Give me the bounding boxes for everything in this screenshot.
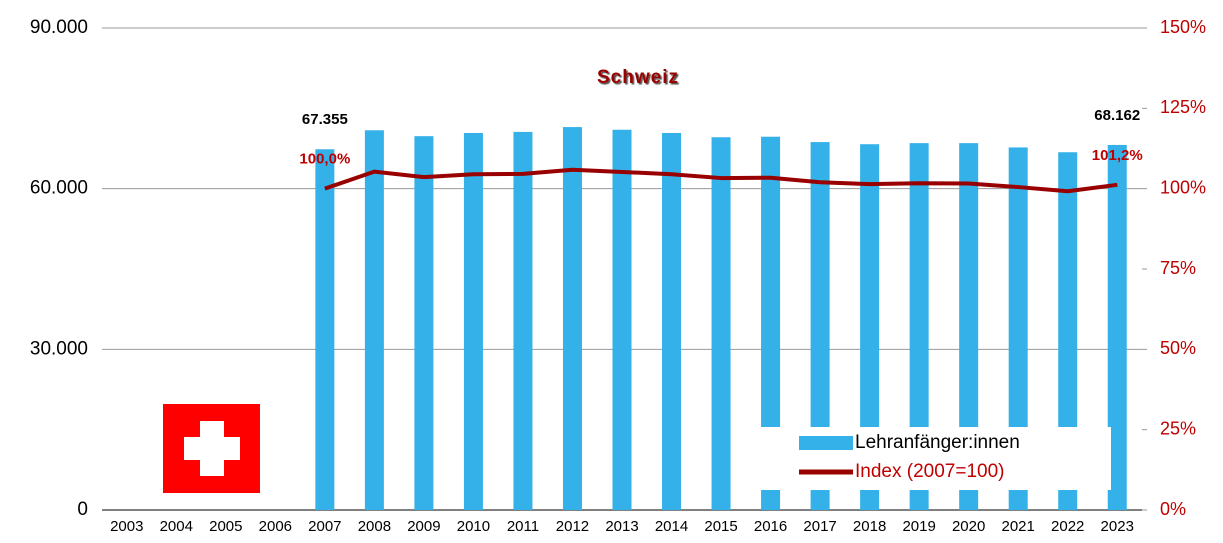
x-tick-label: 2004 xyxy=(160,518,193,535)
bar xyxy=(1107,144,1127,510)
data-label: 68.162 xyxy=(1094,107,1140,124)
y-tick-label: 90.000 xyxy=(30,17,88,38)
bar xyxy=(513,131,533,511)
x-tick-label: 2015 xyxy=(704,518,737,535)
bar xyxy=(1008,147,1028,510)
x-tick-label: 2011 xyxy=(507,518,539,535)
x-tick-label: 2005 xyxy=(209,518,242,535)
bar xyxy=(463,132,483,511)
bar xyxy=(1058,152,1078,510)
data-label: 67.355 xyxy=(302,111,348,128)
legend-label: Index (2007=100) xyxy=(855,461,1004,482)
y-tick-label: 60.000 xyxy=(30,178,88,199)
y2-tick-label: 25% xyxy=(1160,418,1196,438)
bar xyxy=(909,143,929,510)
y2-tick-label: 150% xyxy=(1160,17,1206,37)
y2-tick-label: 100% xyxy=(1160,177,1206,197)
bar xyxy=(612,129,632,510)
x-tick-label: 2017 xyxy=(803,518,836,535)
bar xyxy=(364,130,384,510)
line xyxy=(324,167,1118,194)
legend: Lehranfänger:innen Index (2007=100) xyxy=(746,427,1111,490)
y2-tick-label: 0% xyxy=(1160,499,1186,519)
x-tick-label: 2022 xyxy=(1051,518,1084,535)
flag xyxy=(163,404,260,493)
x-tick-label: 2014 xyxy=(655,518,688,535)
x-tick-label: 2018 xyxy=(853,518,886,535)
bar xyxy=(662,132,682,511)
y2-tick-label: 125% xyxy=(1160,97,1206,117)
x-tick-label: 2008 xyxy=(358,518,391,535)
bar xyxy=(810,142,830,510)
bar xyxy=(761,136,781,510)
chart-title: Schweiz xyxy=(597,67,679,88)
bar xyxy=(959,143,979,510)
bar xyxy=(315,149,335,510)
x-tick-label: 2007 xyxy=(308,518,341,535)
x-tick-label: 2006 xyxy=(259,518,292,535)
x-tick-label: 2013 xyxy=(605,518,638,535)
bar xyxy=(562,127,582,511)
x-tick-label: 2009 xyxy=(407,518,440,535)
bar xyxy=(711,137,731,510)
y2-tick-label: 50% xyxy=(1160,338,1196,358)
y-tick-label: 30.000 xyxy=(30,338,88,359)
data-label: 101,2% xyxy=(1092,147,1143,164)
y-tick-label: 0 xyxy=(77,499,88,520)
x-tick-label: 2003 xyxy=(110,518,143,535)
x-tick-label: 2012 xyxy=(556,518,589,535)
legend-swatch xyxy=(799,436,853,450)
x-tick-label: 2019 xyxy=(902,518,935,535)
legend-label: Lehranfänger:innen xyxy=(855,432,1020,453)
flag-cross xyxy=(184,437,240,460)
bar xyxy=(414,136,434,510)
x-tick-label: 2010 xyxy=(457,518,490,535)
bar xyxy=(860,144,880,510)
x-tick-label: 2016 xyxy=(754,518,787,535)
x-tick-label: 2021 xyxy=(1002,518,1035,535)
data-label: 100,0% xyxy=(299,151,350,168)
x-tick-label: 2023 xyxy=(1101,518,1134,535)
x-tick-label: 2020 xyxy=(952,518,985,535)
y2-tick-label: 75% xyxy=(1160,258,1196,278)
